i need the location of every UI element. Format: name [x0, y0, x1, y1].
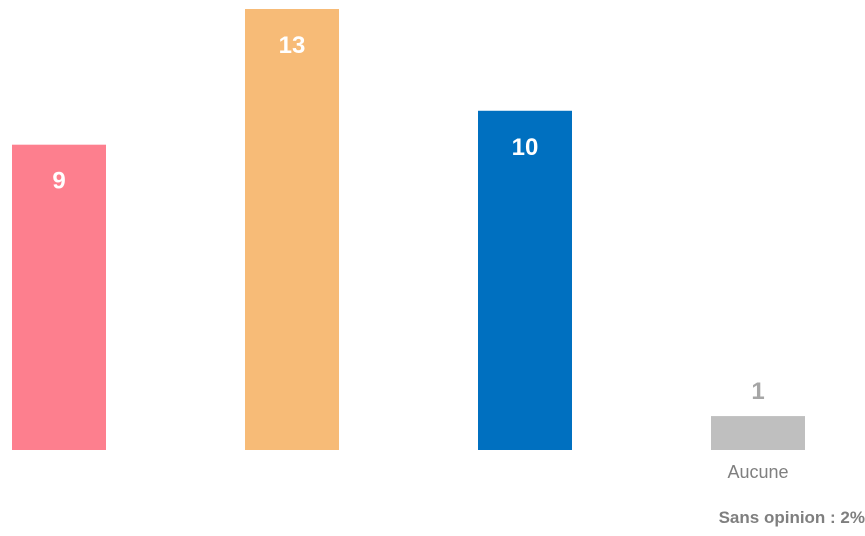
bar-1 — [12, 144, 106, 450]
category-label-4: Aucune — [727, 462, 788, 482]
bar-value-label-2: 13 — [279, 32, 306, 59]
bar-3 — [478, 110, 572, 451]
bar-value-label-3: 10 — [512, 134, 539, 161]
no-opinion-footnote: Sans opinion : 2% — [718, 508, 865, 527]
bar-value-label-4: 1 — [751, 378, 764, 405]
bar-4 — [711, 416, 805, 450]
bar-value-label-1: 9 — [52, 168, 65, 195]
bar-2 — [245, 9, 339, 450]
